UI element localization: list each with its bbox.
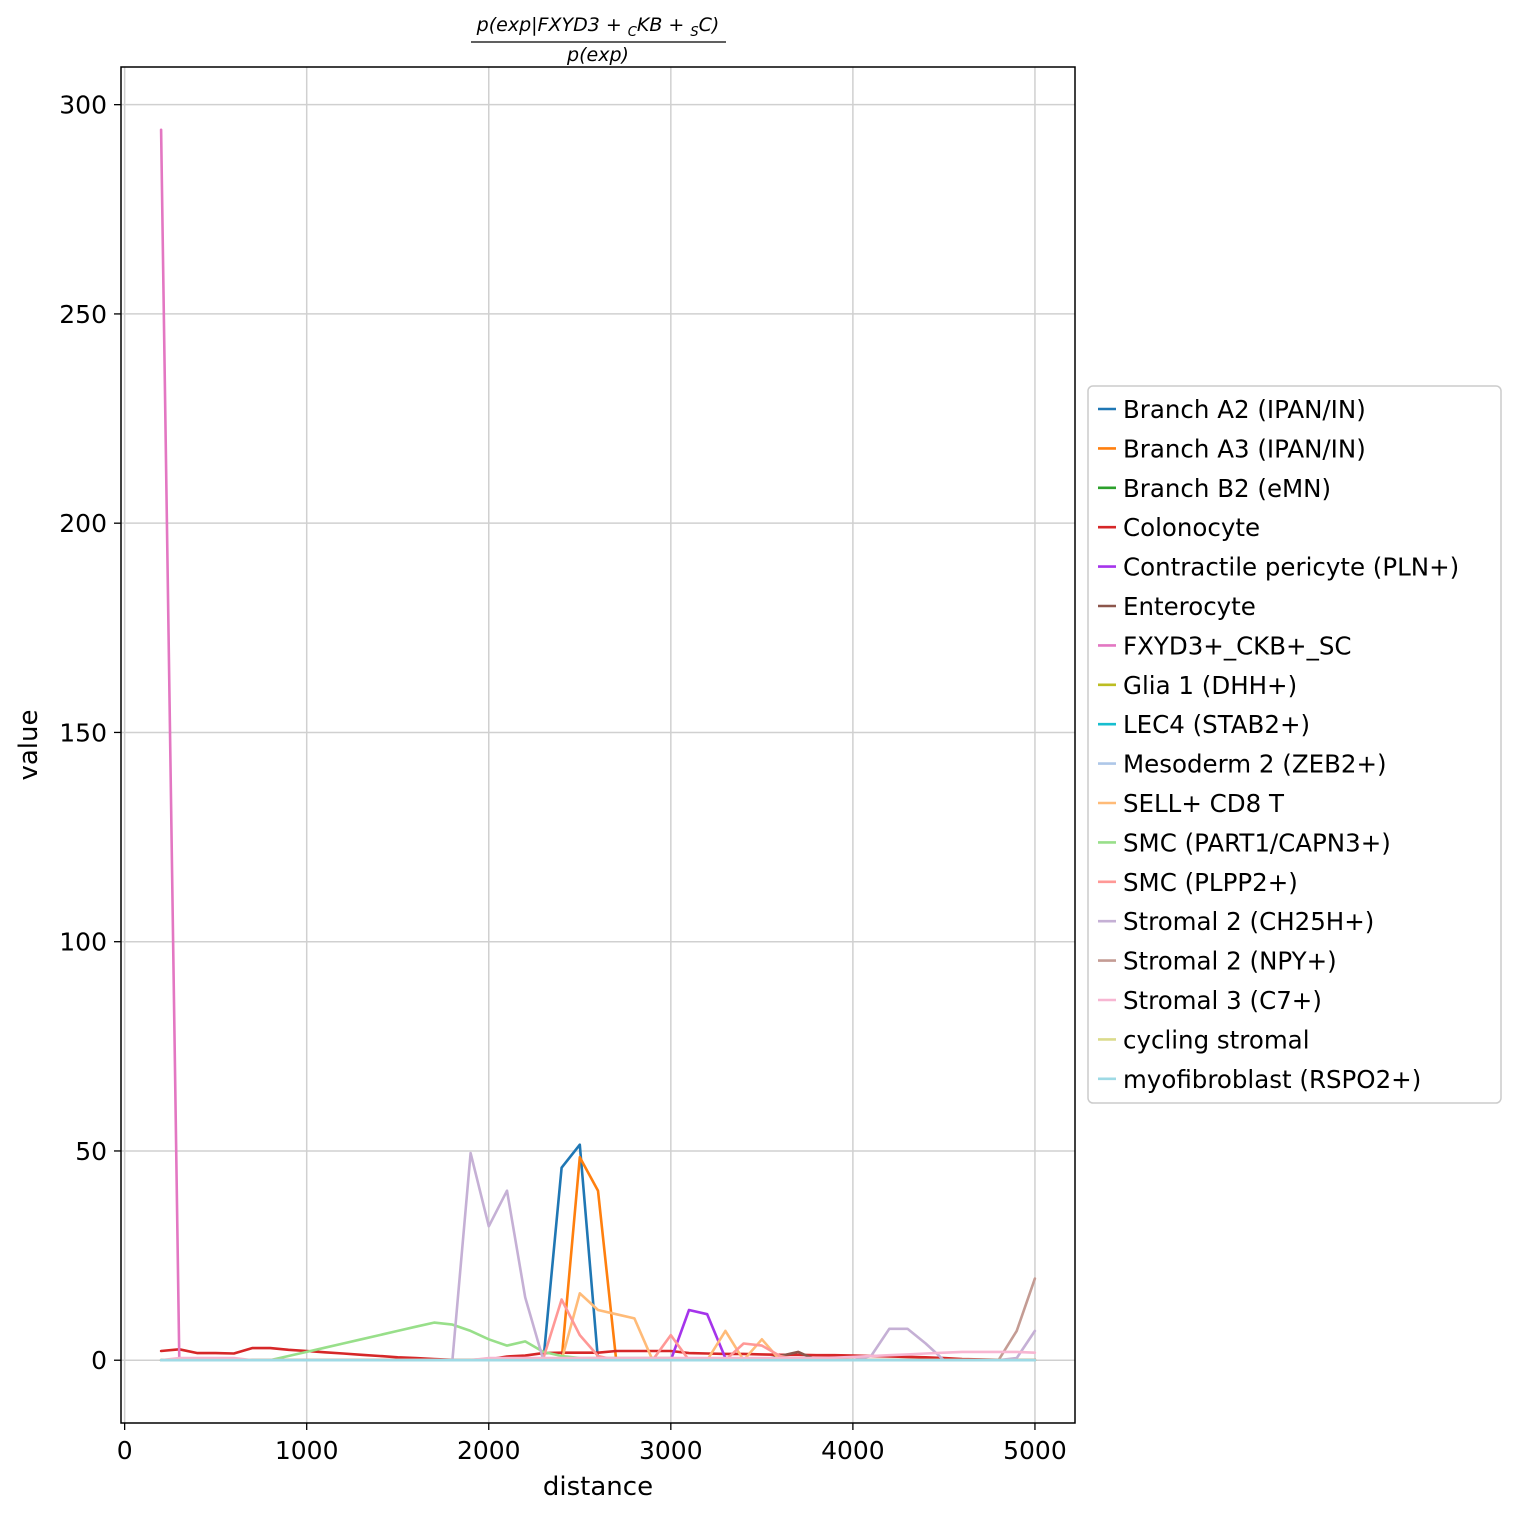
x-axis-label: distance <box>543 1472 653 1502</box>
legend-label-colonocyte: Colonocyte <box>1123 513 1260 542</box>
y-tick-label: 250 <box>59 300 107 329</box>
legend-label-fxyd3-ckb-sc: FXYD3+_CKB+_SC <box>1123 631 1352 660</box>
y-tick-label: 200 <box>59 509 107 538</box>
title-numerator-subscript-c: C <box>628 25 638 40</box>
title-numerator-mid: KB + <box>637 14 691 36</box>
legend-label-branch-a3-ipan-in: Branch A3 (IPAN/IN) <box>1123 434 1366 463</box>
legend-label-stromal-3-c7: Stromal 3 (C7+) <box>1123 986 1322 1015</box>
legend-label-smc-part1-capn3: SMC (PART1/CAPN3+) <box>1123 828 1391 857</box>
x-tick-label: 4000 <box>821 1436 885 1465</box>
x-axis: 0 1000 2000 3000 4000 5000 <box>117 1423 1067 1465</box>
x-tick-label: 5000 <box>1003 1436 1067 1465</box>
y-axis-label: value <box>14 709 44 780</box>
legend-label-stromal-2-npy: Stromal 2 (NPY+) <box>1123 947 1337 976</box>
title-numerator-prefix: p(exp|FXYD3 + <box>476 14 628 36</box>
series-line-stromal-2-ch25h <box>159 1151 1037 1362</box>
y-tick-label: 100 <box>59 928 107 957</box>
legend-label-mesoderm-2-zeb2: Mesoderm 2 (ZEB2+) <box>1123 750 1387 779</box>
y-tick-label: 50 <box>75 1137 107 1166</box>
legend-label-enterocyte: Enterocyte <box>1123 592 1256 621</box>
legend: Branch A2 (IPAN/IN) Branch A3 (IPAN/IN) Br… <box>1087 385 1502 1104</box>
legend-label-sell-cd8-t: SELL+ CD8 T <box>1123 789 1285 818</box>
title-numerator-subscript-s: S <box>690 25 698 40</box>
chart-title: p(exp|FXYD3 + CKB + SC) p(exp) <box>471 14 726 66</box>
legend-label-myofibroblast-rspo2: myofibroblast (RSPO2+) <box>1123 1065 1421 1094</box>
title-numerator: p(exp|FXYD3 + CKB + SC) <box>476 14 720 40</box>
y-tick-label: 150 <box>59 718 107 747</box>
legend-label-smc-plpp2: SMC (PLPP2+) <box>1123 868 1298 897</box>
y-tick-label: 0 <box>91 1346 107 1375</box>
y-axis: 0 50 100 150 200 250 300 <box>59 91 121 1375</box>
y-tick-label: 300 <box>59 91 107 120</box>
title-numerator-suffix: C) <box>699 14 720 36</box>
x-tick-label: 1000 <box>275 1436 339 1465</box>
plot-frame <box>120 66 1076 1424</box>
x-tick-label: 0 <box>117 1436 133 1465</box>
legend-label-glia-1-dhh: Glia 1 (DHH+) <box>1123 671 1297 700</box>
legend-label-lec4-stab2: LEC4 (STAB2+) <box>1123 710 1310 739</box>
x-tick-label: 3000 <box>639 1436 703 1465</box>
series-lines <box>159 128 1037 1362</box>
legend-label-cycling-stromal: cycling stromal <box>1123 1025 1310 1054</box>
title-denominator: p(exp) <box>566 44 629 66</box>
legend-label-contractile-pericyte-pln: Contractile pericyte (PLN+) <box>1123 553 1459 582</box>
grid-lines <box>121 67 1075 1423</box>
legend-label-branch-a2-ipan-in: Branch A2 (IPAN/IN) <box>1123 395 1366 424</box>
legend-label-branch-b2-emn: Branch B2 (eMN) <box>1123 474 1331 503</box>
legend-label-stromal-2-ch25h: Stromal 2 (CH25H+) <box>1123 907 1374 936</box>
x-tick-label: 2000 <box>457 1436 521 1465</box>
legend-box <box>1087 385 1502 1104</box>
